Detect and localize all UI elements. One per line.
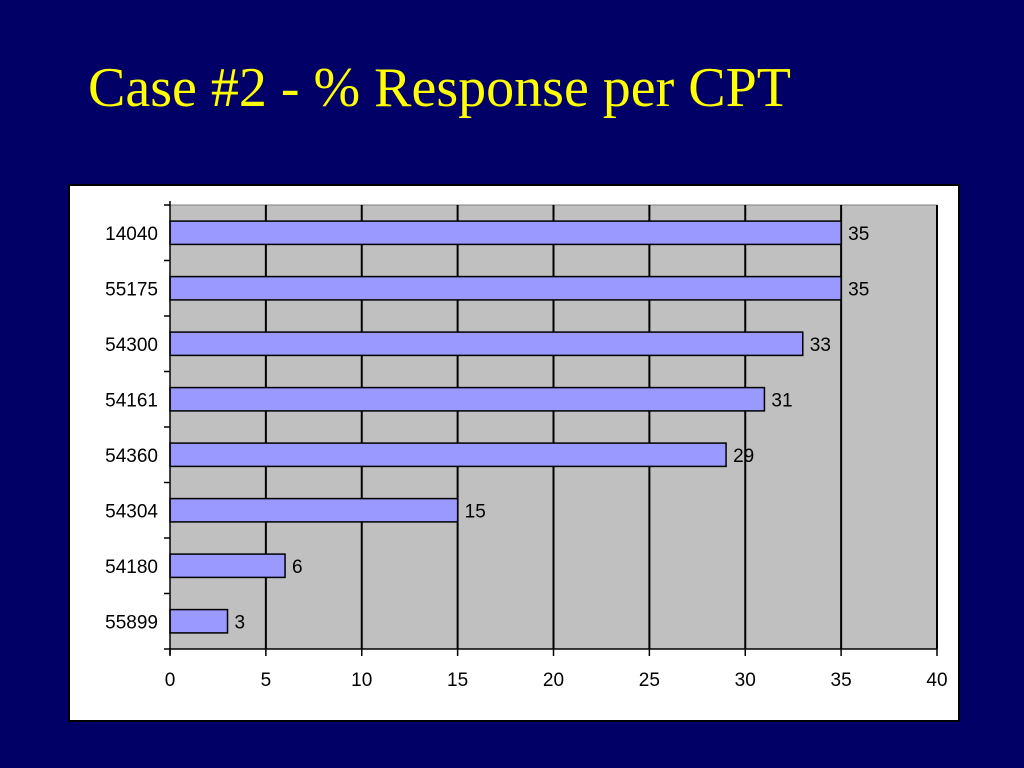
x-tick-label: 10 [351, 670, 372, 691]
bar [169, 608, 229, 634]
data-label: 6 [292, 557, 303, 578]
bar [169, 497, 459, 523]
x-tick-label: 5 [261, 670, 272, 691]
data-label: 33 [810, 335, 831, 356]
data-label: 15 [465, 501, 486, 522]
category-label: 55175 [105, 279, 158, 300]
chart-frame: 35 35 33 31 29 15 6 3 14040 55175 54300 54161 54360… [68, 184, 960, 722]
x-tick-label: 30 [735, 670, 756, 691]
bar-chart: 35 35 33 31 29 15 6 3 14040 55175 54300 54161 54360… [105, 201, 948, 691]
bar [169, 220, 842, 246]
x-tick-label: 40 [926, 670, 947, 691]
axes [164, 201, 938, 656]
category-label: 54161 [105, 390, 158, 411]
bar [169, 386, 766, 412]
data-label: 35 [848, 279, 869, 300]
bar [169, 442, 727, 468]
slide-title: Case #2 - % Response per CPT [88, 57, 792, 119]
tick-labels: 0 5 10 15 20 25 30 35 40 [165, 670, 948, 691]
data-label: 31 [771, 390, 792, 411]
data-labels: 35 35 33 31 29 15 6 3 [235, 224, 870, 634]
x-tick-label: 0 [165, 670, 176, 691]
x-tick-label: 35 [831, 670, 852, 691]
category-labels: 14040 55175 54300 54161 54360 54304 54180 55899 [105, 224, 158, 634]
category-label: 14040 [105, 224, 158, 245]
data-label: 3 [235, 612, 246, 633]
bar [169, 331, 804, 357]
category-label: 54300 [105, 335, 158, 356]
data-label: 35 [848, 224, 869, 245]
category-label: 55899 [105, 612, 158, 633]
x-tick-label: 15 [447, 670, 468, 691]
bars [169, 220, 842, 634]
bar [169, 275, 842, 301]
category-label: 54304 [105, 501, 158, 522]
bar [169, 553, 286, 579]
x-tick-label: 20 [543, 670, 564, 691]
category-label: 54180 [105, 557, 158, 578]
category-label: 54360 [105, 446, 158, 467]
data-label: 29 [733, 446, 754, 467]
x-tick-label: 25 [639, 670, 660, 691]
